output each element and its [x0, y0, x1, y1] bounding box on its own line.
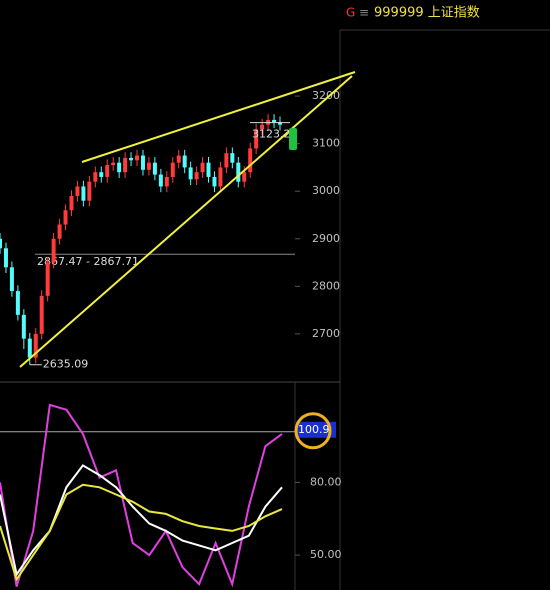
- candle-body: [164, 176, 169, 187]
- candle-body: [75, 186, 80, 196]
- candle-body: [278, 122, 282, 125]
- current-label: 100.9: [298, 423, 330, 436]
- candle-body: [123, 157, 128, 173]
- candle-body: [254, 129, 259, 149]
- candle-body: [242, 172, 247, 182]
- candle-body: [260, 124, 265, 130]
- candle-body: [140, 155, 145, 170]
- header-menu[interactable]: ≡: [359, 6, 369, 20]
- candle-body: [81, 186, 86, 201]
- candle-body: [111, 162, 116, 166]
- candle-body: [33, 333, 38, 358]
- y-tick-label: 80.00: [310, 475, 342, 488]
- low-label: 2635.09: [43, 358, 88, 371]
- candle-body: [39, 295, 44, 334]
- indicator-line: [0, 483, 283, 582]
- candle-body: [9, 267, 14, 292]
- price-marker: [289, 128, 297, 150]
- candle-body: [188, 167, 193, 180]
- candle-body: [152, 162, 157, 175]
- header-title: 999999 上证指数: [374, 6, 480, 21]
- candle-body: [135, 155, 140, 161]
- y-tick-label: 50.00: [310, 548, 342, 561]
- candle-body: [0, 238, 2, 249]
- candle-body: [105, 165, 110, 177]
- trend-line: [81, 71, 356, 163]
- candle-body: [63, 210, 68, 225]
- candle-body: [21, 314, 26, 339]
- candle-body: [200, 162, 205, 173]
- candle-body: [182, 155, 187, 168]
- candle-body: [99, 172, 104, 177]
- candle-body: [51, 238, 56, 263]
- candle-body: [146, 162, 151, 170]
- candle-body: [15, 291, 20, 315]
- y-tick-label: 2900: [312, 232, 340, 245]
- candle-body: [272, 119, 277, 123]
- range-label: 2867.47 - 2867.71: [37, 255, 139, 268]
- trend-line: [19, 75, 353, 368]
- candle-body: [194, 172, 199, 180]
- candle-body: [87, 181, 92, 201]
- candle-body: [236, 162, 241, 182]
- header-marker[interactable]: G: [346, 6, 355, 20]
- indicator-line: [0, 403, 283, 588]
- candle-body: [45, 262, 50, 296]
- candle-body: [93, 172, 98, 182]
- candle-body: [230, 153, 235, 163]
- y-tick-label: 2700: [312, 327, 340, 340]
- current-box: [296, 421, 336, 438]
- candle-body: [129, 157, 134, 161]
- candle-body: [212, 176, 217, 187]
- candle-body: [224, 153, 229, 168]
- candle-body: [248, 148, 253, 173]
- candle-body: [206, 162, 211, 177]
- y-tick-label: 2800: [312, 279, 340, 292]
- highlight-circle: [294, 412, 332, 450]
- candle-body: [57, 224, 62, 239]
- candle-body: [69, 195, 74, 211]
- y-tick-label: 3100: [312, 137, 340, 150]
- candle-body: [170, 162, 175, 177]
- candle-body: [27, 338, 32, 358]
- candle-body: [3, 248, 8, 268]
- candle-body: [158, 174, 163, 187]
- candle-body: [117, 162, 122, 173]
- candle-body: [218, 167, 223, 187]
- candle-body: [176, 155, 181, 163]
- y-tick-label: 3000: [312, 184, 340, 197]
